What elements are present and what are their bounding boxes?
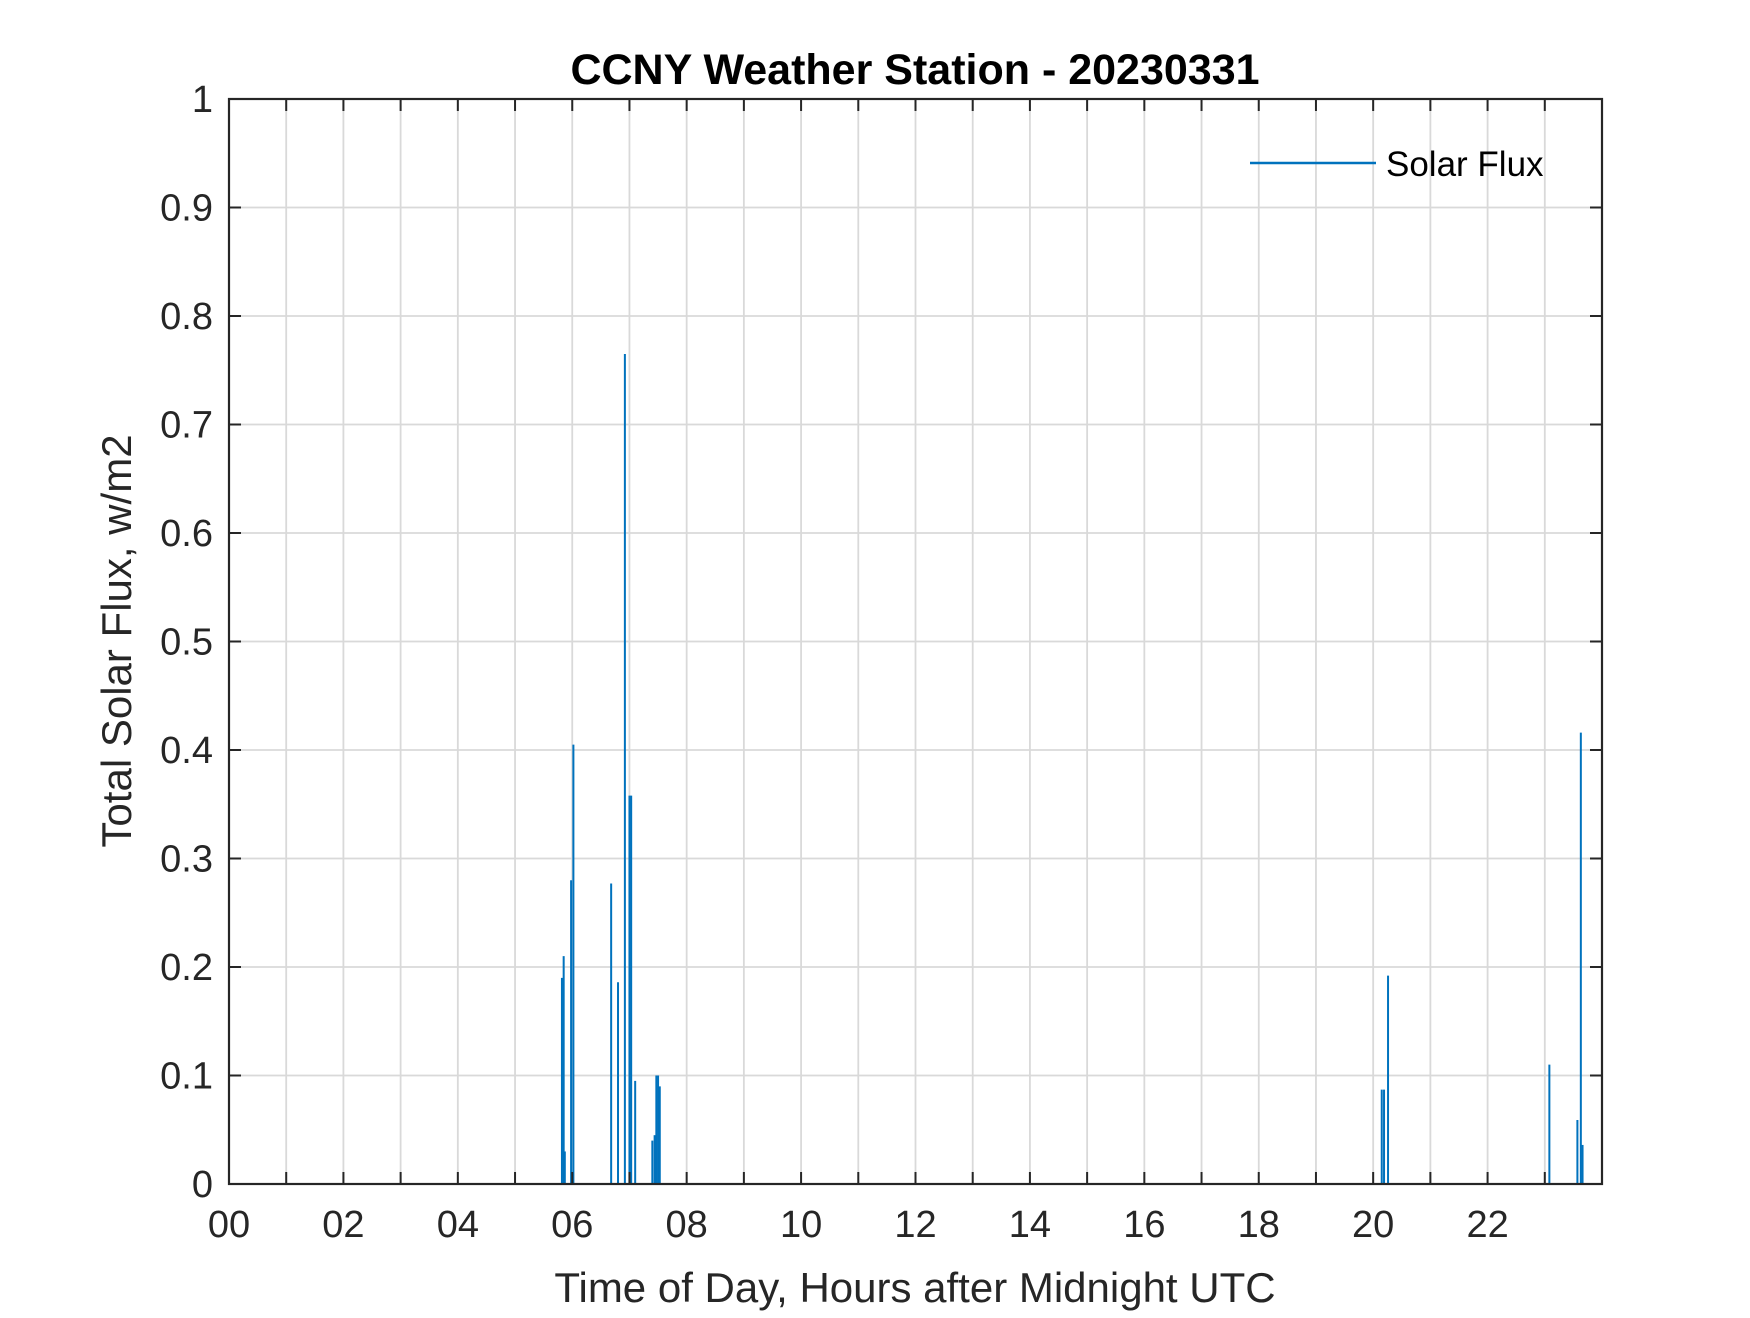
x-axis-label: Time of Day, Hours after Midnight UTC — [554, 1264, 1275, 1311]
x-tick-label: 10 — [780, 1204, 822, 1246]
y-tick-label: 0.4 — [160, 730, 213, 772]
chart-svg: 00 02 04 06 08 10 12 14 16 18 20 22 0 0.1 0.2 0.3 0.4 0.… — [0, 0, 1750, 1313]
x-tick-label: 08 — [666, 1204, 708, 1246]
y-tick-label: 0.2 — [160, 947, 213, 989]
x-tick-label: 22 — [1466, 1204, 1508, 1246]
y-tick-label: 0.9 — [160, 188, 213, 230]
x-tick-label: 04 — [437, 1204, 479, 1246]
y-tick-label: 0.3 — [160, 839, 213, 881]
x-tick-label: 20 — [1352, 1204, 1394, 1246]
y-tick-label: 0.5 — [160, 622, 213, 664]
x-tick-label: 06 — [551, 1204, 593, 1246]
y-tick-label: 1 — [192, 79, 213, 121]
x-tick-label: 02 — [322, 1204, 364, 1246]
y-axis-label: Total Solar Flux, w/m2 — [93, 434, 140, 847]
x-tick-label: 16 — [1123, 1204, 1165, 1246]
y-tick-label: 0.8 — [160, 296, 213, 338]
x-tick-label: 12 — [894, 1204, 936, 1246]
chart-title: CCNY Weather Station - 20230331 — [570, 46, 1259, 94]
chart: 00 02 04 06 08 10 12 14 16 18 20 22 0 0.1 0.2 0.3 0.4 0.… — [0, 0, 1750, 1313]
x-tick-label: 18 — [1238, 1204, 1280, 1246]
y-tick-label: 0 — [192, 1164, 213, 1206]
y-tick-label: 0.7 — [160, 405, 213, 447]
x-tick-label: 00 — [208, 1204, 250, 1246]
y-tick-label: 0.1 — [160, 1056, 213, 1098]
y-tick-label: 0.6 — [160, 513, 213, 555]
legend-label-solar-flux: Solar Flux — [1386, 145, 1544, 184]
x-tick-label: 14 — [1009, 1204, 1051, 1246]
